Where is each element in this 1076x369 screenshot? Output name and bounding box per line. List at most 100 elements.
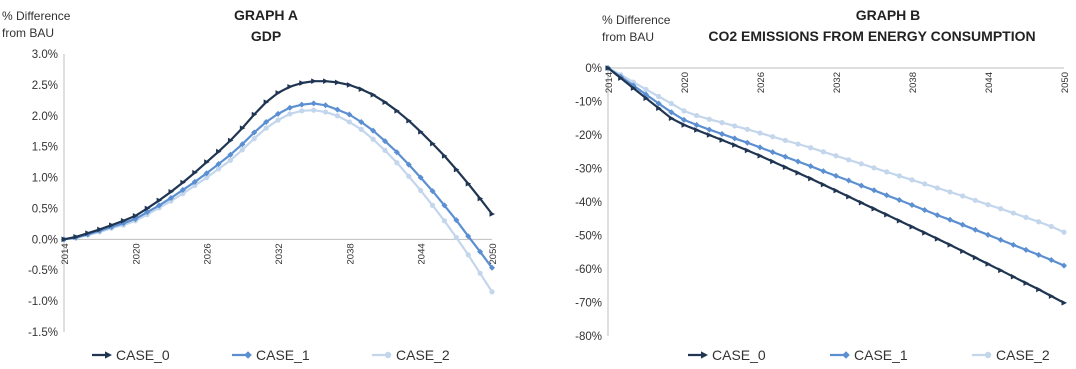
graph-b-data-point [757, 130, 763, 136]
graph-b-data-point [846, 193, 852, 200]
graph-a-data-point [85, 230, 91, 236]
graph-b-data-point [922, 230, 928, 236]
graph-a-data-point [215, 166, 222, 172]
graph-a-data-point [405, 161, 412, 168]
graph-a-data-point [489, 264, 495, 271]
graph-b-data-point [972, 226, 979, 233]
graph-b-xtick-label: 2050 [1060, 72, 1071, 93]
graph-a-data-point [370, 91, 377, 98]
graph-b-data-point [896, 196, 903, 203]
graph-b-data-point [1036, 286, 1042, 293]
graph-b-series-line [607, 67, 1065, 267]
graph-b-data-point [972, 254, 979, 261]
graph-a-ytick-label: 3.0% [32, 49, 58, 61]
graph-a-xtick-label: 2044 [417, 243, 428, 264]
graph-a-data-point [441, 202, 448, 209]
graph-a-data-point [370, 136, 376, 142]
graph-b-data-point [947, 242, 953, 248]
graph-b-data-point [833, 187, 839, 194]
graph-a-data-point [180, 191, 186, 197]
graph-a-data-point [453, 217, 460, 224]
graph-a-data-point [275, 117, 281, 123]
graph-b-data-point [782, 164, 789, 170]
graph-b-data-point [732, 123, 738, 129]
graph-b-data-point [656, 93, 662, 100]
graph-b-data-point [731, 135, 738, 142]
graph-b-data-point [668, 115, 675, 122]
graph-b-data-point [998, 267, 1004, 274]
graph-b-data-point [845, 177, 852, 184]
graph-b-data-point [947, 216, 953, 223]
graph-b-xtick-label: 2020 [680, 72, 691, 93]
graph-a-data-point [239, 125, 246, 131]
graph-b-data-point [668, 100, 674, 107]
graph-a-data-point [441, 218, 448, 224]
graph-b-series-line [607, 67, 1065, 304]
graph-a-ytick-label: 1.0% [32, 173, 58, 185]
graph-a-data-point [191, 178, 198, 185]
graph-a-legend-marker [105, 351, 112, 359]
graph-b-series-case-0 [605, 65, 1067, 306]
graph-b-xtick-label: 2014 [604, 72, 615, 93]
graph-b-data-point [947, 189, 953, 195]
graph-a-legend-marker [384, 351, 392, 359]
graph-a-data-point [358, 126, 364, 132]
graph-a-data-point [489, 211, 495, 217]
graph-a-data-point [358, 86, 365, 93]
graph-a-data-point [382, 138, 388, 145]
graph-b-data-point [1023, 246, 1029, 253]
graph-b-data-point [896, 217, 903, 224]
graph-a-data-point [346, 119, 352, 125]
graph-a-data-point [477, 195, 484, 202]
graph-b-data-point [1036, 219, 1042, 225]
graph-b-data-point [858, 182, 865, 189]
graph-a-data-point [323, 78, 329, 84]
graph-b-ylabel-line: % Difference [602, 13, 671, 27]
graph-a-data-point [382, 99, 388, 105]
graph-a-xtick-label: 2038 [345, 243, 356, 264]
graph-b-legend-case-2: CASE_2 [972, 347, 1050, 363]
graph-a-data-point [215, 160, 222, 167]
graph-a-data-point [406, 173, 412, 179]
graph-a-data-point [346, 82, 353, 88]
graph-b-data-point [858, 199, 865, 206]
graph-a-xtick-label: 2014 [60, 243, 71, 264]
graph-b-data-point [1061, 229, 1067, 235]
graph-a-data-point [358, 118, 365, 125]
graph-a-data-point [239, 147, 245, 153]
graph-b-data-point [959, 221, 966, 228]
graph-b-data-point [972, 197, 978, 203]
graph-b-title: GRAPH B [856, 7, 921, 23]
graph-b-legend-marker [701, 351, 708, 359]
graph-b-data-point [1048, 293, 1055, 299]
graph-b-data-point [884, 169, 890, 175]
graph-b-data-point [896, 173, 902, 179]
graph-a-data-point [286, 104, 293, 111]
graph-b-data-point [795, 170, 801, 176]
graph-b-data-point [769, 149, 776, 156]
graph-a-data-point [334, 113, 341, 119]
graph-a-data-point [322, 102, 329, 109]
graph-b-data-point [871, 165, 877, 171]
graph-a-ytick-label: -0.5% [28, 265, 58, 277]
graph-a-data-point [322, 109, 329, 115]
graph-b-data-point [1023, 280, 1029, 286]
graph-b-series-case-2 [605, 65, 1067, 235]
graph-a-data-point [429, 188, 436, 195]
graph-b-data-point [909, 177, 915, 183]
graph-a-data-point [263, 118, 270, 125]
graph-b-data-point [998, 206, 1004, 212]
graph-a-data-point [204, 174, 210, 181]
graph-a-data-point [263, 99, 270, 105]
graph-b-data-point [934, 236, 941, 242]
graph-b-data-point [985, 202, 991, 208]
graph-b-ytick-label: 0% [585, 63, 602, 75]
graph-a-data-point [346, 111, 353, 118]
graph-b-data-point [719, 120, 725, 126]
graph-b-series-case-1 [605, 65, 1067, 269]
graph-a-xtick-label: 2020 [131, 243, 142, 264]
graph-a-data-point [192, 169, 198, 176]
graph-a-legend-case-0: CASE_0 [92, 347, 170, 363]
graph-b-legend-case-0: CASE_0 [688, 347, 766, 363]
graph-b-ytick-label: -20% [575, 130, 602, 142]
